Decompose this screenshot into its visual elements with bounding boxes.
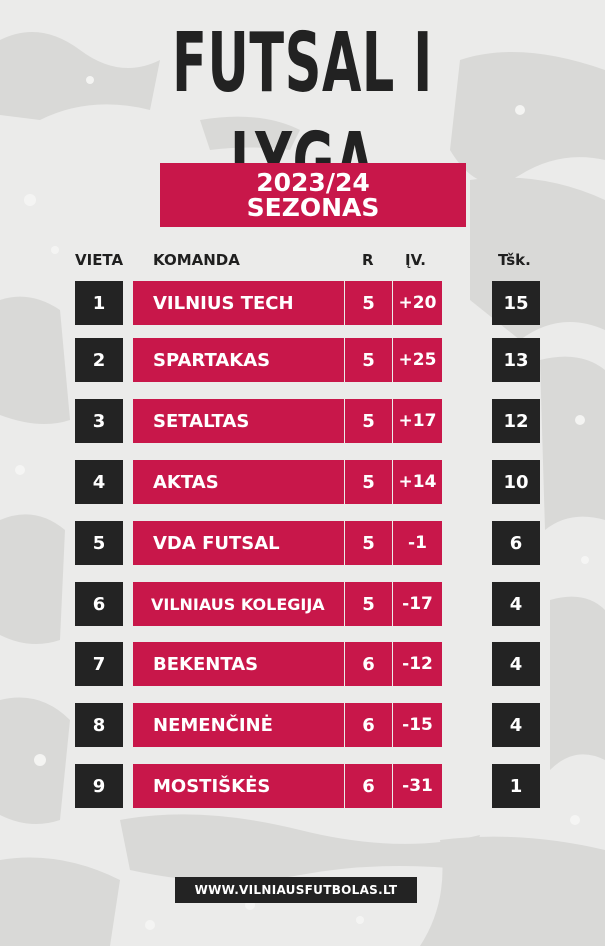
table-row: 8 NEMENČINĖ 6 -15 4 — [0, 703, 605, 747]
season-label: SEZONAS — [246, 193, 380, 222]
points-cell: 1 — [492, 764, 540, 808]
header-diff: ĮV. — [405, 251, 426, 269]
header-points: Tšk. — [498, 251, 531, 269]
table-row: 3 SETALTAS 5 +17 12 — [0, 399, 605, 443]
table-row: 6 VILNIAUS KOLEGIJA 5 -17 4 — [0, 582, 605, 626]
header-rank: VIETA — [75, 251, 124, 269]
header-games: R — [362, 251, 374, 269]
points-cell: 13 — [492, 338, 540, 382]
diff-cell: -17 — [393, 582, 442, 626]
table-row: 1 VILNIUS TECH 5 +20 15 — [0, 281, 605, 325]
table-row: 9 MOSTIŠKĖS 6 -31 1 — [0, 764, 605, 808]
points-cell: 4 — [492, 642, 540, 686]
rank-cell: 4 — [75, 460, 123, 504]
points-cell: 12 — [492, 399, 540, 443]
table-row: 4 AKTAS 5 +14 10 — [0, 460, 605, 504]
diff-cell: -1 — [393, 521, 442, 565]
team-cell: VDA FUTSAL — [133, 521, 344, 565]
table-row: 5 VDA FUTSAL 5 -1 6 — [0, 521, 605, 565]
rank-cell: 6 — [75, 582, 123, 626]
header-team: KOMANDA — [153, 251, 240, 269]
games-cell: 5 — [345, 338, 392, 382]
diff-cell: +14 — [393, 460, 442, 504]
points-cell: 15 — [492, 281, 540, 325]
website-link[interactable]: WWW.VILNIAUSFUTBOLAS.LT — [175, 877, 417, 903]
points-cell: 10 — [492, 460, 540, 504]
rank-cell: 3 — [75, 399, 123, 443]
season-years: 2023/24 — [256, 168, 370, 197]
team-cell: BEKENTAS — [133, 642, 344, 686]
team-cell: NEMENČINĖ — [133, 703, 344, 747]
table-row: 7 BEKENTAS 6 -12 4 — [0, 642, 605, 686]
table-row: 2 SPARTAKAS 5 +25 13 — [0, 338, 605, 382]
rank-cell: 5 — [75, 521, 123, 565]
points-cell: 4 — [492, 582, 540, 626]
rank-cell: 8 — [75, 703, 123, 747]
points-cell: 4 — [492, 703, 540, 747]
season-banner: 2023/24 SEZONAS — [160, 163, 466, 227]
diff-cell: -31 — [393, 764, 442, 808]
games-cell: 6 — [345, 642, 392, 686]
rank-cell: 2 — [75, 338, 123, 382]
games-cell: 5 — [345, 281, 392, 325]
diff-cell: -15 — [393, 703, 442, 747]
rank-cell: 1 — [75, 281, 123, 325]
rank-cell: 7 — [75, 642, 123, 686]
games-cell: 5 — [345, 399, 392, 443]
games-cell: 6 — [345, 703, 392, 747]
points-cell: 6 — [492, 521, 540, 565]
games-cell: 5 — [345, 521, 392, 565]
team-cell: SETALTAS — [133, 399, 344, 443]
games-cell: 5 — [345, 582, 392, 626]
rank-cell: 9 — [75, 764, 123, 808]
diff-cell: +25 — [393, 338, 442, 382]
diff-cell: -12 — [393, 642, 442, 686]
team-cell: VILNIAUS KOLEGIJA — [133, 582, 344, 626]
team-cell: SPARTAKAS — [133, 338, 344, 382]
games-cell: 5 — [345, 460, 392, 504]
team-cell: AKTAS — [133, 460, 344, 504]
diff-cell: +17 — [393, 399, 442, 443]
team-cell: VILNIUS TECH — [133, 281, 344, 325]
diff-cell: +20 — [393, 281, 442, 325]
games-cell: 6 — [345, 764, 392, 808]
team-cell: MOSTIŠKĖS — [133, 764, 344, 808]
